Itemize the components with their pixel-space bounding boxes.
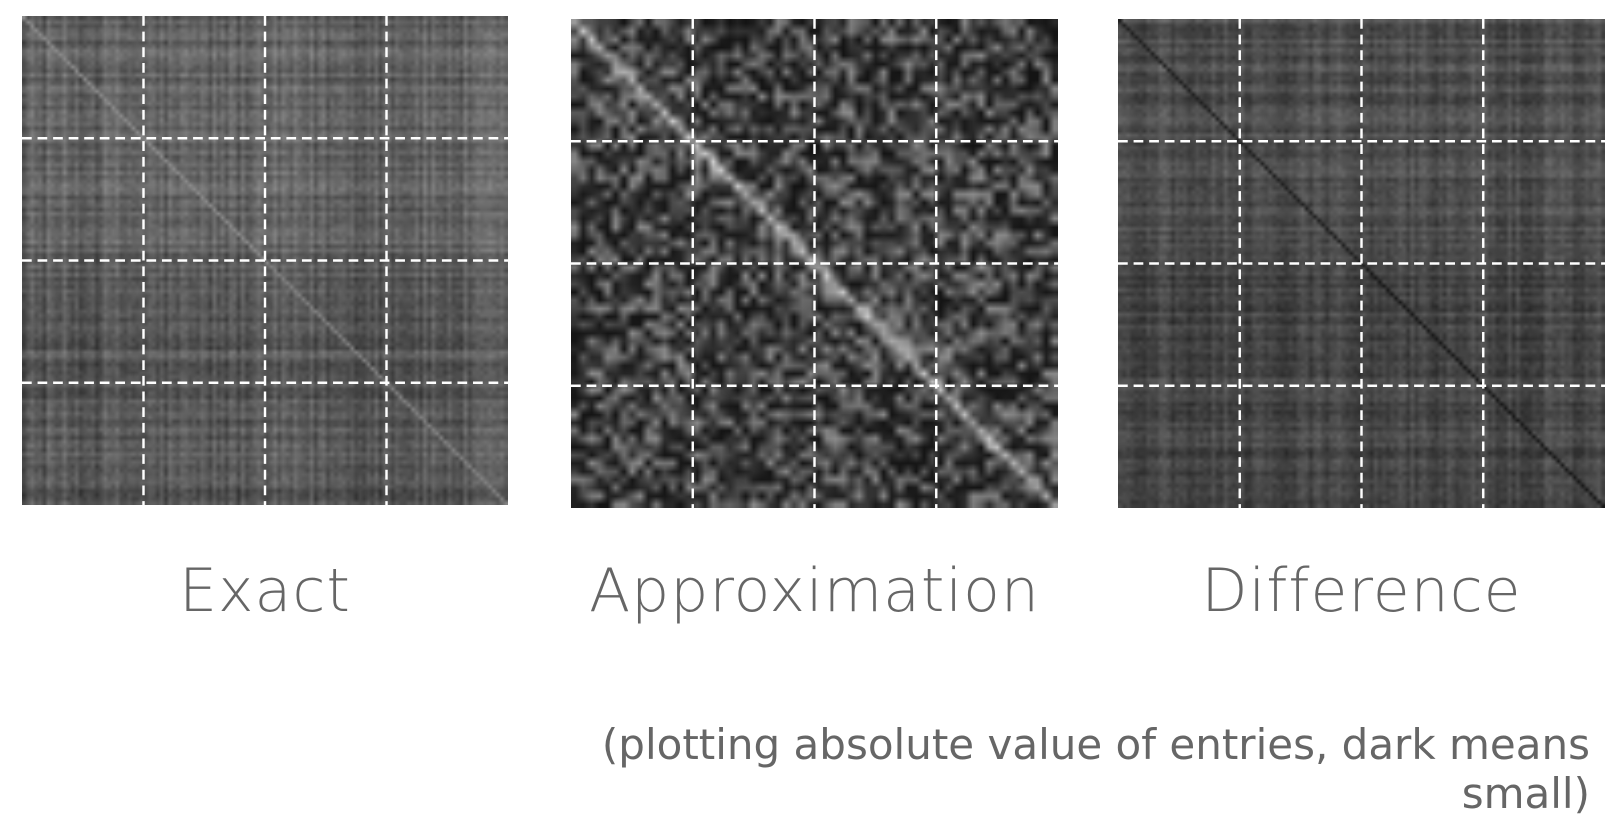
exact-caption: Exact	[179, 556, 351, 626]
difference-block-grid	[1118, 19, 1605, 508]
approximation-matrix-image	[571, 19, 1058, 508]
plot-note: (plotting absolute value of entries, dar…	[601, 720, 1590, 818]
difference-matrix-image	[1118, 19, 1605, 508]
approximation-block-grid	[571, 19, 1058, 508]
difference-caption: Difference	[1201, 556, 1522, 626]
approximation-caption: Approximation	[589, 556, 1040, 626]
exact-matrix-image	[22, 16, 508, 505]
exact-block-grid	[22, 16, 508, 505]
